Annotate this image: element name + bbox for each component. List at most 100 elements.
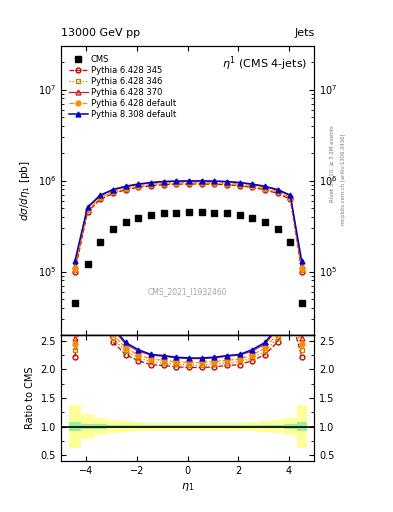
Pythia 6.428 346 [299,267,304,273]
Bar [170,425,183,428]
Text: 13000 GeV pp: 13000 GeV pp [61,28,140,38]
Pythia 6.428 default [250,182,255,188]
CMS [263,219,267,225]
CMS [212,209,217,216]
Pythia 8.308 default [187,178,191,184]
Bar [157,422,170,431]
Pythia 6.428 370 [199,178,204,184]
Pythia 6.428 345 [123,187,128,193]
Pythia 6.428 370 [263,184,267,190]
Pythia 6.428 345 [174,181,178,187]
Pythia 6.428 370 [98,193,103,199]
Text: $\eta^{1}$ (CMS 4-jets): $\eta^{1}$ (CMS 4-jets) [222,55,307,73]
Pythia 6.428 345 [161,182,166,188]
Pythia 6.428 default [136,182,141,188]
Pythia 8.308 default [72,258,77,264]
Pythia 6.428 default [161,180,166,186]
Bar [195,422,208,431]
Pythia 6.428 370 [288,193,293,199]
Line: Pythia 6.428 345: Pythia 6.428 345 [72,182,304,274]
Bar [297,422,307,431]
Bar [271,420,284,433]
Text: Jets: Jets [294,28,314,38]
Bar [183,425,195,428]
Pythia 8.308 default [212,178,217,184]
Pythia 8.308 default [288,192,293,198]
Bar [271,425,284,428]
Pythia 8.308 default [98,192,103,198]
Bar [119,421,132,432]
Pythia 6.428 370 [212,178,217,184]
CMS [174,209,178,216]
Pythia 6.428 346 [85,207,90,214]
Pythia 6.428 default [72,265,77,271]
CMS [299,300,304,306]
Pythia 8.308 default [275,186,280,193]
Bar [233,425,246,428]
Pythia 6.428 345 [212,181,217,187]
Line: Pythia 6.428 default: Pythia 6.428 default [72,180,304,270]
Pythia 8.308 default [161,179,166,185]
Pythia 6.428 default [187,179,191,185]
Pythia 6.428 default [237,181,242,187]
Pythia 6.428 default [123,185,128,191]
Bar [208,425,220,428]
Pythia 8.308 default [174,178,178,184]
Pythia 6.428 370 [275,187,280,193]
Pythia 6.428 370 [110,187,115,193]
Bar [132,422,145,431]
Legend: CMS, Pythia 6.428 345, Pythia 6.428 346, Pythia 6.428 370, Pythia 6.428 default,: CMS, Pythia 6.428 345, Pythia 6.428 346,… [68,53,178,121]
Pythia 6.428 346 [123,186,128,192]
Bar [107,420,119,433]
Pythia 6.428 370 [72,263,77,269]
Pythia 6.428 default [85,206,90,212]
Bar [195,425,208,428]
Text: Rivet 3.1.10, ≥ 3.2M events: Rivet 3.1.10, ≥ 3.2M events [330,125,334,202]
Pythia 6.428 346 [212,180,217,186]
Pythia 6.428 default [110,188,115,195]
Bar [220,425,233,428]
Text: CMS_2021_I1932460: CMS_2021_I1932460 [148,287,228,296]
Pythia 6.428 346 [199,180,204,186]
Bar [246,425,259,428]
CMS [149,212,153,218]
Pythia 6.428 370 [161,179,166,185]
Pythia 6.428 345 [199,181,204,187]
Pythia 6.428 345 [263,187,267,193]
Pythia 6.428 default [275,188,280,195]
Pythia 6.428 346 [161,181,166,187]
Bar [183,422,195,431]
Pythia 6.428 346 [187,180,191,186]
Pythia 6.428 346 [237,182,242,188]
Line: Pythia 6.428 370: Pythia 6.428 370 [72,179,304,268]
Bar [157,425,170,428]
Bar [94,424,107,429]
Pythia 6.428 345 [299,268,304,274]
Line: Pythia 6.428 346: Pythia 6.428 346 [72,181,304,272]
Pythia 6.428 346 [174,180,178,186]
CMS [161,210,166,217]
CMS [98,239,103,245]
CMS [110,226,115,232]
Pythia 6.428 346 [136,183,141,189]
Bar [132,425,145,428]
Pythia 6.428 345 [136,184,141,190]
Pythia 8.308 default [224,179,229,185]
Bar [170,422,183,431]
Pythia 6.428 345 [149,183,153,189]
CMS [187,209,191,215]
Line: Pythia 8.308 default: Pythia 8.308 default [72,179,304,264]
Bar [119,425,132,428]
Pythia 6.428 346 [250,183,255,189]
Bar [145,425,157,428]
Pythia 6.428 370 [123,184,128,190]
CMS [85,261,90,267]
Pythia 6.428 345 [98,196,103,202]
Bar [94,418,107,435]
Pythia 6.428 345 [275,190,280,197]
Bar [220,422,233,431]
Bar [145,422,157,431]
Pythia 6.428 370 [136,181,141,187]
Pythia 6.428 370 [85,205,90,211]
Pythia 8.308 default [250,181,255,187]
